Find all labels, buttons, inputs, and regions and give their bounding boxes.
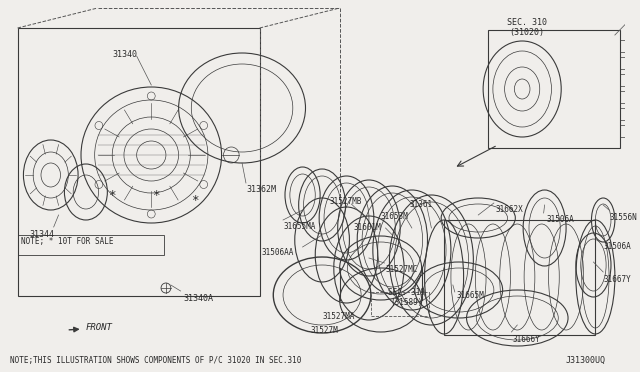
Text: 31665M: 31665M [457, 291, 484, 299]
Text: SEC. 319: SEC. 319 [388, 288, 426, 297]
Text: FRONT: FRONT [69, 324, 112, 333]
Text: (31020): (31020) [509, 28, 545, 37]
Text: 31340A: 31340A [184, 294, 214, 303]
Bar [17, 235, 164, 255]
Text: 31527MB: 31527MB [330, 197, 362, 206]
Text: *: * [152, 189, 160, 202]
Text: NOTE;THIS ILLUSTRATION SHOWS COMPONENTS OF P/C 31020 IN SEC.310: NOTE;THIS ILLUSTRATION SHOWS COMPONENTS … [10, 356, 301, 365]
Text: 31666Y: 31666Y [513, 335, 540, 344]
Text: 31653M: 31653M [381, 212, 408, 221]
Text: 31506AA: 31506AA [262, 248, 294, 257]
Text: 31527MC: 31527MC [385, 265, 418, 274]
Bar [620, 108, 637, 120]
Text: 31601M: 31601M [353, 223, 381, 232]
Text: *: * [191, 193, 199, 206]
Text: (31589): (31589) [390, 298, 423, 307]
Text: J31300UQ: J31300UQ [565, 356, 605, 365]
Bar [620, 91, 637, 103]
Text: 31506A: 31506A [547, 215, 574, 224]
Text: NOTE; * 10T FOR SALE: NOTE; * 10T FOR SALE [22, 237, 114, 246]
Text: 31506A: 31506A [603, 242, 631, 251]
Text: 31344: 31344 [29, 230, 54, 239]
Bar [620, 57, 637, 69]
Text: 31655MA: 31655MA [283, 222, 316, 231]
Bar [488, 30, 620, 148]
Text: SEC. 310: SEC. 310 [507, 18, 547, 27]
Bar [371, 292, 429, 316]
Text: 31362M: 31362M [246, 185, 276, 194]
Text: 31527MA: 31527MA [322, 312, 355, 321]
Text: 31361: 31361 [410, 200, 433, 209]
Bar [17, 28, 260, 296]
Bar [620, 125, 637, 137]
Text: 31527M: 31527M [310, 326, 338, 335]
Bar [620, 40, 637, 52]
Text: *: * [109, 189, 116, 202]
Text: 31556N: 31556N [609, 213, 637, 222]
Bar [444, 220, 595, 335]
Text: 31667Y: 31667Y [603, 275, 631, 284]
Text: 31340: 31340 [112, 50, 137, 59]
Text: 31662X: 31662X [496, 205, 524, 214]
Bar [620, 74, 637, 86]
